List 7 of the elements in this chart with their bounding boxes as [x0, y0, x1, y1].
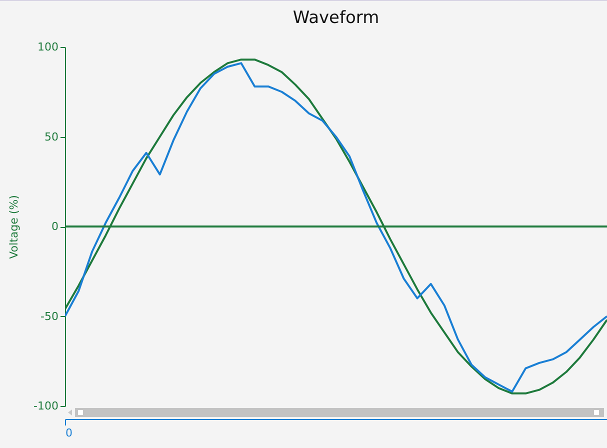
y-tick-label: 100	[38, 40, 58, 54]
chart-title: Waveform	[292, 8, 380, 28]
y-tick-label: -50	[40, 310, 58, 323]
y-tick-label: -100	[34, 400, 58, 412]
y-tick-label: 0	[52, 220, 58, 233]
y-tick-label: 50	[44, 130, 58, 144]
y-axis-title: Voltage (%)	[8, 195, 21, 259]
